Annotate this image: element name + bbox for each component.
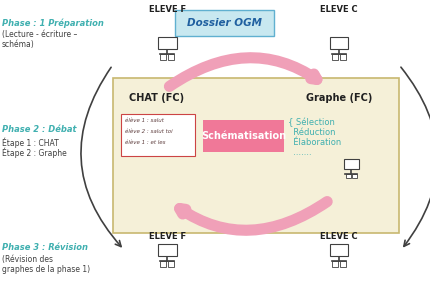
Text: .......: ....... (288, 148, 311, 157)
Text: Schématisation: Schématisation (200, 131, 286, 141)
FancyBboxPatch shape (174, 10, 273, 36)
FancyBboxPatch shape (157, 37, 176, 49)
Text: élève 1 : et les: élève 1 : et les (125, 140, 165, 145)
Text: Étape 1 : CHAT: Étape 1 : CHAT (2, 137, 58, 147)
FancyBboxPatch shape (343, 159, 358, 169)
FancyBboxPatch shape (160, 261, 166, 267)
FancyBboxPatch shape (167, 261, 174, 267)
FancyBboxPatch shape (157, 244, 176, 256)
FancyBboxPatch shape (160, 54, 166, 60)
Text: Phase : 1 Préparation: Phase : 1 Préparation (2, 18, 104, 27)
Text: ELEVE C: ELEVE C (319, 232, 357, 241)
FancyBboxPatch shape (339, 261, 345, 267)
Text: (Lecture - écriture –
schéma): (Lecture - écriture – schéma) (2, 30, 77, 49)
Text: élève 1 : salut: élève 1 : salut (125, 118, 163, 123)
FancyBboxPatch shape (167, 54, 174, 60)
FancyBboxPatch shape (121, 114, 194, 156)
Text: Graphe (FC): Graphe (FC) (305, 93, 371, 103)
Text: CHAT (FC): CHAT (FC) (129, 93, 184, 103)
FancyBboxPatch shape (351, 174, 356, 179)
FancyBboxPatch shape (203, 120, 283, 152)
FancyArrowPatch shape (179, 202, 326, 230)
Text: Étape 2 : Graphe: Étape 2 : Graphe (2, 147, 67, 158)
Text: Phase 3 : Révision: Phase 3 : Révision (2, 243, 88, 252)
Text: Phase 2 : Débat: Phase 2 : Débat (2, 125, 76, 134)
FancyArrowPatch shape (169, 58, 316, 86)
FancyBboxPatch shape (345, 174, 350, 179)
Text: ELEVE F: ELEVE F (148, 232, 185, 241)
FancyBboxPatch shape (112, 78, 398, 233)
Text: Élaboration: Élaboration (288, 138, 341, 147)
Text: ELEVE F: ELEVE F (148, 5, 185, 14)
FancyBboxPatch shape (329, 37, 348, 49)
Text: (Révision des
graphes de la phase 1): (Révision des graphes de la phase 1) (2, 255, 90, 274)
Text: { Sélection: { Sélection (288, 118, 335, 127)
FancyBboxPatch shape (329, 244, 348, 256)
Text: ELEVE C: ELEVE C (319, 5, 357, 14)
Text: élève 2 : salut toi: élève 2 : salut toi (125, 129, 172, 134)
Text: Dossier OGM: Dossier OGM (187, 18, 261, 28)
Text: Réduction: Réduction (288, 128, 335, 137)
FancyBboxPatch shape (331, 54, 338, 60)
FancyBboxPatch shape (339, 54, 345, 60)
FancyBboxPatch shape (331, 261, 338, 267)
